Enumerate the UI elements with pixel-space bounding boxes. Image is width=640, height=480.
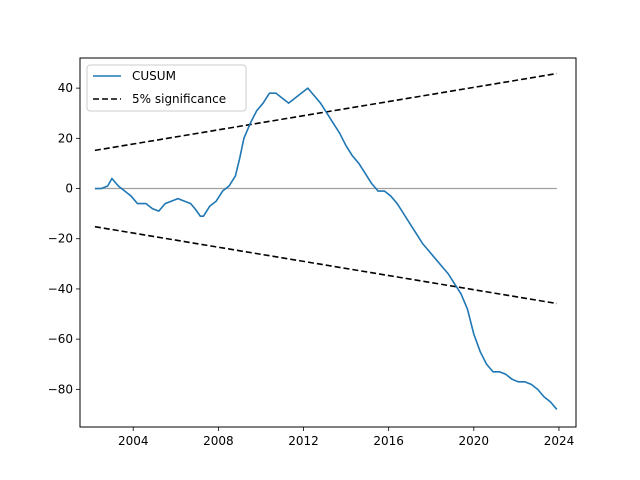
y-tick-label: 0	[65, 182, 73, 196]
y-tick-label: −20	[48, 232, 73, 246]
legend-box	[86, 64, 247, 112]
y-tick-label: −60	[48, 332, 73, 346]
axis-ticks: 2004 2008 2012 2016 2020 2024 −80 −60 −40 −20 0 20 4…	[48, 81, 575, 448]
legend-label: 5% significance	[132, 92, 226, 106]
x-tick-label: 2020	[459, 434, 490, 448]
y-tick-label: 40	[58, 81, 73, 95]
legend-label: CUSUM	[132, 69, 176, 83]
plot-background	[80, 58, 576, 427]
x-tick-label: 2012	[288, 434, 319, 448]
series-layer	[94, 72, 558, 410]
x-tick-label: 2016	[373, 434, 404, 448]
legend: CUSUM 5% significance	[86, 64, 247, 112]
y-tick-label: 20	[58, 131, 73, 145]
cusum-line	[94, 87, 558, 410]
lower-significance-line	[94, 225, 557, 305]
y-tick-label: −40	[48, 282, 73, 296]
plot-frame	[79, 57, 577, 428]
x-tick-label: 2008	[203, 434, 234, 448]
x-tick-label: 2004	[118, 434, 149, 448]
x-tick-label: 2024	[544, 434, 575, 448]
y-tick-label: −80	[48, 382, 73, 396]
